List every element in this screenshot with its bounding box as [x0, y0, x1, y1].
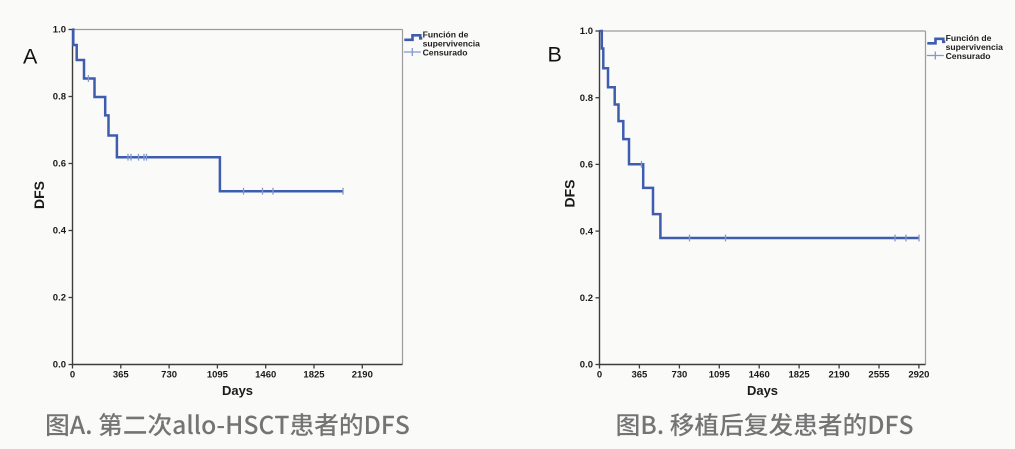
svg-text:1460: 1460: [749, 370, 770, 381]
svg-text:DFS: DFS: [561, 180, 577, 208]
svg-text:0.4: 0.4: [53, 226, 67, 237]
svg-text:1095: 1095: [709, 370, 731, 381]
svg-text:2190: 2190: [352, 370, 373, 381]
svg-text:1095: 1095: [207, 370, 229, 381]
svg-text:1825: 1825: [789, 370, 811, 381]
svg-text:0: 0: [597, 370, 602, 381]
svg-text:1.0: 1.0: [580, 26, 593, 37]
svg-text:Censurado: Censurado: [946, 51, 991, 61]
svg-text:B: B: [548, 43, 562, 67]
svg-text:0.2: 0.2: [53, 293, 66, 304]
svg-text:0.8: 0.8: [53, 92, 66, 103]
svg-text:0.4: 0.4: [580, 226, 594, 237]
svg-text:365: 365: [113, 370, 130, 381]
svg-text:supervivencia: supervivencia: [946, 42, 1004, 52]
svg-text:0.6: 0.6: [580, 160, 593, 171]
svg-text:1460: 1460: [255, 370, 276, 381]
svg-text:1825: 1825: [303, 370, 325, 381]
svg-text:A: A: [23, 45, 38, 69]
svg-text:Función de: Función de: [423, 30, 469, 40]
svg-text:DFS: DFS: [31, 181, 47, 209]
svg-text:730: 730: [671, 370, 687, 381]
svg-text:1.0: 1.0: [53, 25, 66, 36]
svg-text:Days: Days: [222, 383, 253, 398]
svg-text:0.8: 0.8: [580, 93, 593, 104]
svg-text:0.0: 0.0: [53, 360, 66, 371]
svg-text:2190: 2190: [829, 370, 850, 381]
svg-text:730: 730: [161, 370, 177, 381]
svg-text:2555: 2555: [868, 370, 890, 381]
svg-text:2920: 2920: [908, 370, 929, 381]
svg-text:0.2: 0.2: [580, 293, 593, 304]
svg-text:0.6: 0.6: [53, 159, 66, 170]
svg-text:365: 365: [631, 370, 648, 381]
svg-text:Days: Days: [747, 383, 778, 398]
svg-text:Censurado: Censurado: [423, 47, 468, 57]
svg-text:0.0: 0.0: [580, 360, 593, 371]
svg-text:Función de: Función de: [946, 33, 992, 43]
svg-text:0: 0: [70, 370, 75, 381]
svg-text:supervivencia: supervivencia: [423, 39, 481, 49]
